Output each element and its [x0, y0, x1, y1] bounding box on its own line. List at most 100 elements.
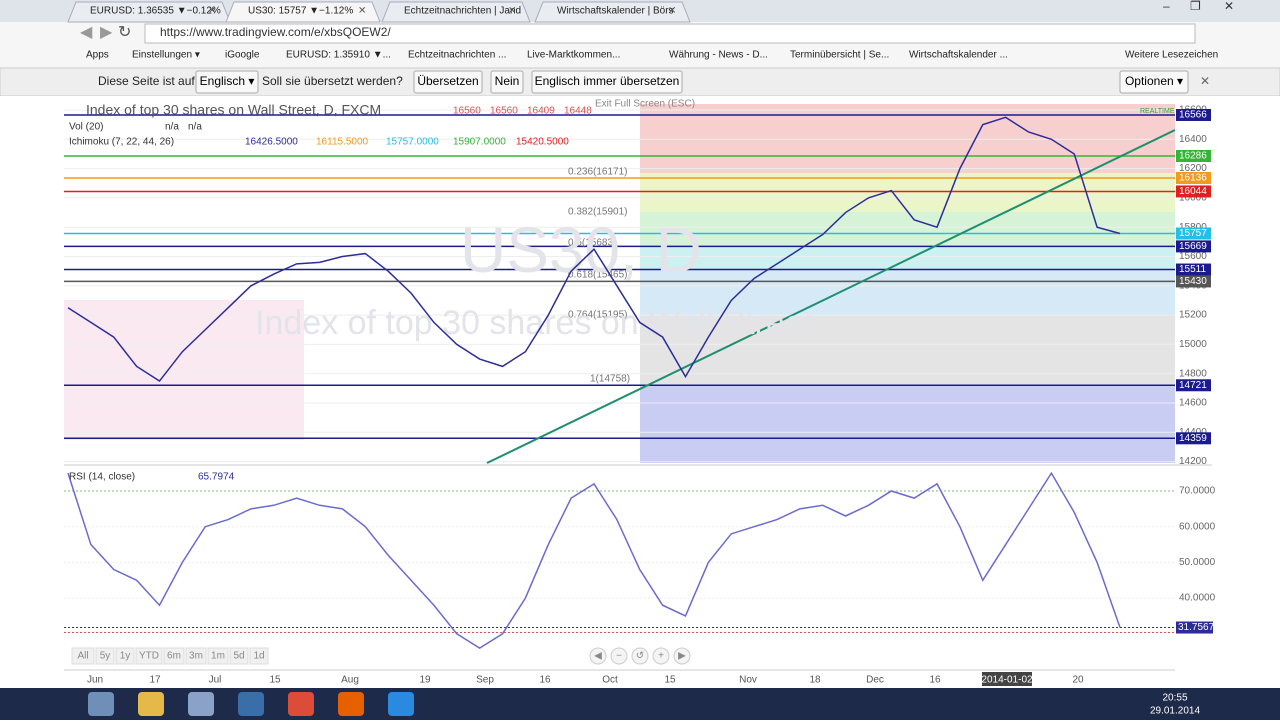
options-button[interactable]	[1119, 70, 1189, 94]
range-button[interactable]	[115, 647, 135, 665]
tab-close[interactable]: ✕	[208, 6, 216, 17]
close-window[interactable]: ✕	[1224, 0, 1234, 13]
rsi-line	[67, 471, 1121, 649]
range-label[interactable]: All	[77, 651, 88, 662]
nav-icon[interactable]: +	[658, 651, 664, 662]
watermark: US30, D	[460, 214, 702, 286]
taskbar-icon[interactable]	[288, 692, 314, 716]
time-label: Jul	[209, 675, 222, 686]
tab-title[interactable]: Echtzeitnachrichten | Jand	[404, 6, 521, 17]
translate-button[interactable]	[413, 70, 483, 94]
range-label[interactable]: 1m	[211, 651, 225, 662]
nav-button[interactable]	[589, 647, 607, 665]
bookmark[interactable]: Terminübersicht | Se...	[790, 50, 889, 61]
bookmark[interactable]: Live-Marktkommen...	[527, 50, 620, 61]
range-button[interactable]	[135, 647, 163, 665]
tab[interactable]	[534, 1, 691, 23]
taskbar-icon[interactable]	[188, 692, 214, 716]
price-tick-label: 14200	[1179, 456, 1207, 467]
always-translate-button[interactable]	[531, 70, 683, 94]
always-translate-button-label[interactable]: Englisch immer übersetzen	[535, 74, 680, 88]
nav-button[interactable]	[652, 647, 670, 665]
tab-close[interactable]: ✕	[668, 6, 676, 17]
range-button[interactable]	[95, 647, 115, 665]
nav-button[interactable]	[610, 647, 628, 665]
taskbar-icon[interactable]	[238, 692, 264, 716]
level-label: 16044	[1179, 186, 1207, 197]
time-label: Jun	[87, 675, 103, 686]
nav-icon[interactable]: −	[616, 651, 622, 662]
exit-fullscreen[interactable]: Exit Full Screen (ESC)	[595, 99, 695, 110]
bookmark[interactable]: EURUSD: 1.35910 ▼...	[286, 50, 391, 61]
taskbar-icon[interactable]	[338, 692, 364, 716]
address-bar[interactable]	[144, 23, 1196, 44]
time-label: 15	[664, 675, 676, 686]
tab-close[interactable]: ✕	[358, 6, 366, 17]
forward-button[interactable]: ▶	[100, 24, 113, 41]
bookmark[interactable]: Apps	[86, 50, 109, 61]
tab-title[interactable]: US30: 15757 ▼−1.12%	[248, 6, 353, 17]
tab[interactable]	[67, 1, 231, 23]
nav-icon[interactable]: ▶	[678, 651, 686, 662]
level-label: 16286	[1179, 151, 1207, 162]
url[interactable]: https://www.tradingview.com/e/xbsQOEW2/	[160, 25, 391, 39]
ichimoku-value: 15420.5000	[516, 137, 569, 148]
time-label: 15	[269, 675, 281, 686]
no-button-label[interactable]: Nein	[495, 74, 520, 88]
taskbar-icon[interactable]	[88, 692, 114, 716]
language-select[interactable]	[195, 70, 259, 94]
bookmark[interactable]: Weitere Lesezeichen	[1125, 50, 1218, 61]
nav-button[interactable]	[631, 647, 649, 665]
level-label: 14359	[1179, 433, 1207, 444]
range-label[interactable]: 5d	[233, 651, 244, 662]
tab-close[interactable]: ✕	[508, 6, 516, 17]
range-label[interactable]: 5y	[100, 651, 111, 662]
bookmark[interactable]: Währung - News - D...	[669, 50, 768, 61]
range-button[interactable]	[163, 647, 185, 665]
bookmark[interactable]: iGoogle	[225, 50, 260, 61]
ohlc-value: 16409	[527, 106, 555, 117]
options-button-label[interactable]: Optionen ▾	[1125, 74, 1183, 88]
fib-label: 0.764(15195)	[568, 310, 628, 321]
tab[interactable]	[225, 1, 381, 23]
nav-icon[interactable]: ↺	[636, 651, 644, 662]
range-button[interactable]	[229, 647, 249, 665]
range-button[interactable]	[207, 647, 229, 665]
bookmark[interactable]: Einstellungen ▾	[132, 50, 200, 61]
bookmark[interactable]: Wirtschaftskalender ...	[909, 50, 1008, 61]
no-button[interactable]	[490, 70, 524, 94]
nav-icon[interactable]: ◀	[594, 651, 602, 662]
nav-button[interactable]	[673, 647, 691, 665]
time-label: 18	[809, 675, 821, 686]
range-label[interactable]: 1y	[120, 651, 131, 662]
tab-title[interactable]: Wirtschaftskalender | Börs	[557, 6, 674, 17]
range-label[interactable]: 1d	[253, 651, 264, 662]
rsi-label: RSI (14, close)	[69, 472, 135, 483]
range-label[interactable]: 3m	[189, 651, 203, 662]
range-label[interactable]: YTD	[139, 651, 159, 662]
taskbar-icon[interactable]	[388, 692, 414, 716]
range-button[interactable]	[185, 647, 207, 665]
reload-button[interactable]: ↻	[118, 24, 131, 41]
language-select-label[interactable]: Englisch ▾	[200, 74, 255, 88]
maximize[interactable]: ❐	[1190, 0, 1201, 13]
tab-title[interactable]: EURUSD: 1.36535 ▼−0.12%	[90, 6, 221, 17]
back-button[interactable]: ◀	[80, 24, 93, 41]
range-label[interactable]: 6m	[167, 651, 181, 662]
level-label: 15757	[1179, 228, 1207, 239]
level-box	[1176, 275, 1211, 288]
range-button[interactable]	[71, 647, 95, 665]
time-label: 19	[419, 675, 431, 686]
translate-button-label[interactable]: Übersetzen	[417, 74, 478, 88]
bookmark[interactable]: Echtzeitnachrichten ...	[408, 50, 506, 61]
time-label: 2014-01-02	[981, 675, 1033, 686]
taskbar-icon[interactable]	[138, 692, 164, 716]
range-button[interactable]	[249, 647, 269, 665]
close-translate[interactable]: ✕	[1200, 74, 1210, 88]
rsi-last-box	[1176, 621, 1213, 634]
minimize[interactable]: –	[1163, 0, 1170, 13]
level-box	[1176, 150, 1211, 163]
tab[interactable]	[381, 1, 531, 23]
level-label: 15669	[1179, 241, 1207, 252]
